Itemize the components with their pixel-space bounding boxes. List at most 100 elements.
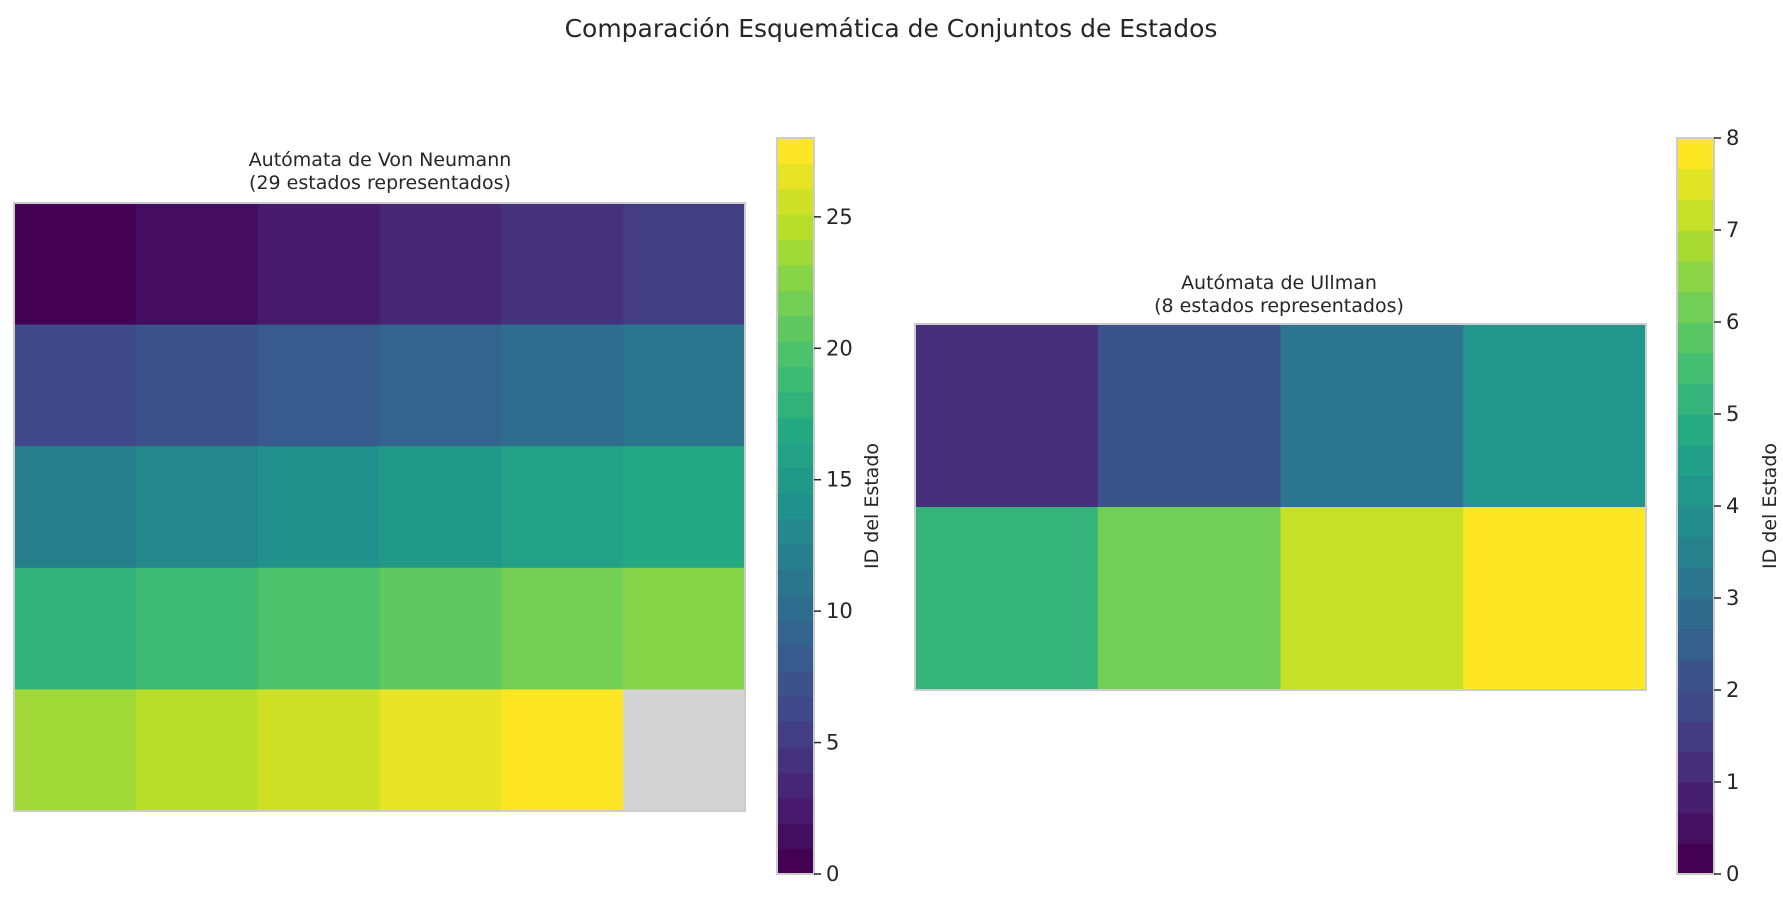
colorbar-segment	[1677, 322, 1714, 354]
colorbar-segment	[777, 645, 814, 672]
colorbar-segment	[777, 138, 814, 164]
colorbar-tick-label: 5	[1726, 402, 1739, 426]
colorbar-segment	[777, 493, 814, 520]
colorbar-segment	[1677, 843, 1714, 875]
heatmap-cell	[257, 203, 381, 326]
colorbar-segment	[777, 417, 814, 444]
von-neumann-heatmap	[13, 202, 746, 812]
colorbar-segment	[1677, 352, 1714, 384]
heatmap-cell	[915, 324, 1099, 508]
colorbar-segment	[777, 290, 814, 317]
heatmap-cell	[623, 567, 746, 690]
heatmap-cell	[1280, 324, 1464, 508]
colorbar-segment	[777, 772, 814, 799]
heatmap-cell	[501, 567, 624, 690]
colorbar-segment	[1677, 567, 1714, 599]
colorbar-segment	[1677, 199, 1714, 231]
colorbar-tick-label: 4	[1726, 494, 1739, 518]
colorbar-segment	[1677, 628, 1714, 660]
colorbar-segment	[777, 848, 814, 875]
colorbar-segment	[777, 594, 814, 621]
colorbar-segment	[1677, 291, 1714, 323]
heatmap-cell	[14, 203, 137, 326]
colorbar-tick-label: 0	[1726, 862, 1739, 886]
heatmap-cell	[257, 324, 381, 447]
heatmap-cell	[14, 567, 137, 690]
heatmap-frame	[13, 202, 746, 812]
heatmap-cell	[1097, 324, 1282, 508]
heatmap-cell	[501, 324, 624, 447]
colorbar-segment	[777, 239, 814, 266]
colorbar-segment	[1677, 782, 1714, 814]
colorbar-tick-label: 5	[826, 731, 839, 755]
heatmap-cell	[501, 689, 624, 812]
colorbar-tick-label: 25	[826, 205, 853, 229]
colorbar-segment	[1677, 414, 1714, 446]
heatmap-cell	[379, 567, 502, 690]
colorbar-segment	[777, 544, 814, 571]
heatmap-cell	[1280, 507, 1464, 691]
colorbar-segment	[777, 823, 814, 850]
heatmap-cell	[1463, 507, 1647, 691]
von-neumann-colorbar: 0 5 10 15 20 25	[776, 137, 853, 886]
heatmap-cell	[135, 324, 259, 447]
colorbar-segment	[777, 670, 814, 697]
heatmap-cell	[14, 324, 137, 447]
heatmap-cell	[501, 446, 624, 569]
heatmap-cell	[623, 446, 746, 569]
ullman-colorbar-label: ID del Estado	[1759, 443, 1781, 569]
colorbar-segment	[777, 163, 814, 190]
heatmap-cell	[379, 203, 502, 326]
colorbar-segment	[1677, 751, 1714, 783]
heatmap-cell	[501, 203, 624, 326]
colorbar-segment	[777, 341, 814, 368]
colorbar-segment	[1677, 536, 1714, 568]
colorbar-segment	[1677, 475, 1714, 507]
heatmap-cell	[379, 689, 502, 812]
von-neumann-title-line1: Autómata de Von Neumann	[249, 149, 512, 171]
colorbar-segment	[777, 518, 814, 545]
colorbar-segment	[777, 696, 814, 723]
colorbar-segment	[1677, 383, 1714, 415]
colorbar-segment	[777, 620, 814, 647]
colorbar-segment	[777, 264, 814, 291]
von-neumann-colorbar-label: ID del Estado	[861, 443, 883, 569]
ullman-colorbar: 0 1 2 3 4 5 6 7 8	[1676, 126, 1739, 886]
ullman-heatmap	[914, 323, 1647, 691]
ullman-title-line2: (8 estados representados)	[1154, 295, 1404, 317]
colorbar-segment	[1677, 690, 1714, 722]
colorbar-segment	[777, 569, 814, 596]
colorbar-segment	[1677, 444, 1714, 476]
heatmap-cell	[1097, 507, 1282, 691]
heatmap-frame	[914, 323, 1647, 691]
colorbar-segment	[1677, 506, 1714, 538]
colorbar-tick-label: 15	[826, 468, 853, 492]
colorbar-segment	[1677, 598, 1714, 630]
heatmap-cell	[379, 324, 502, 447]
colorbar-segment	[777, 747, 814, 774]
colorbar-tick-label: 0	[826, 862, 839, 886]
heatmap-cell	[14, 446, 137, 569]
heatmap-cell	[135, 203, 259, 326]
colorbar-segment	[1677, 230, 1714, 262]
heatmap-cell	[135, 689, 259, 812]
heatmap-cell	[623, 203, 746, 326]
colorbar-segment	[1677, 260, 1714, 292]
heatmap-cell	[257, 567, 381, 690]
heatmap-cell	[14, 689, 137, 812]
von-neumann-panel: Autómata de Von Neumann (29 estados repr…	[13, 137, 883, 886]
colorbar-segment	[1677, 659, 1714, 691]
colorbar-tick-label: 7	[1726, 218, 1739, 242]
colorbar-segment	[1677, 720, 1714, 752]
colorbar-segment	[777, 467, 814, 494]
colorbar-segment	[777, 315, 814, 342]
colorbar-tick-label: 3	[1726, 586, 1739, 610]
colorbar-tick-label: 10	[826, 599, 853, 623]
colorbar-segment	[777, 366, 814, 393]
heatmap-cell	[135, 446, 259, 569]
colorbar-segment	[1677, 812, 1714, 844]
colorbar-tick-label: 20	[826, 336, 853, 360]
colorbar-segment	[777, 797, 814, 824]
colorbar-segment	[1677, 138, 1714, 170]
